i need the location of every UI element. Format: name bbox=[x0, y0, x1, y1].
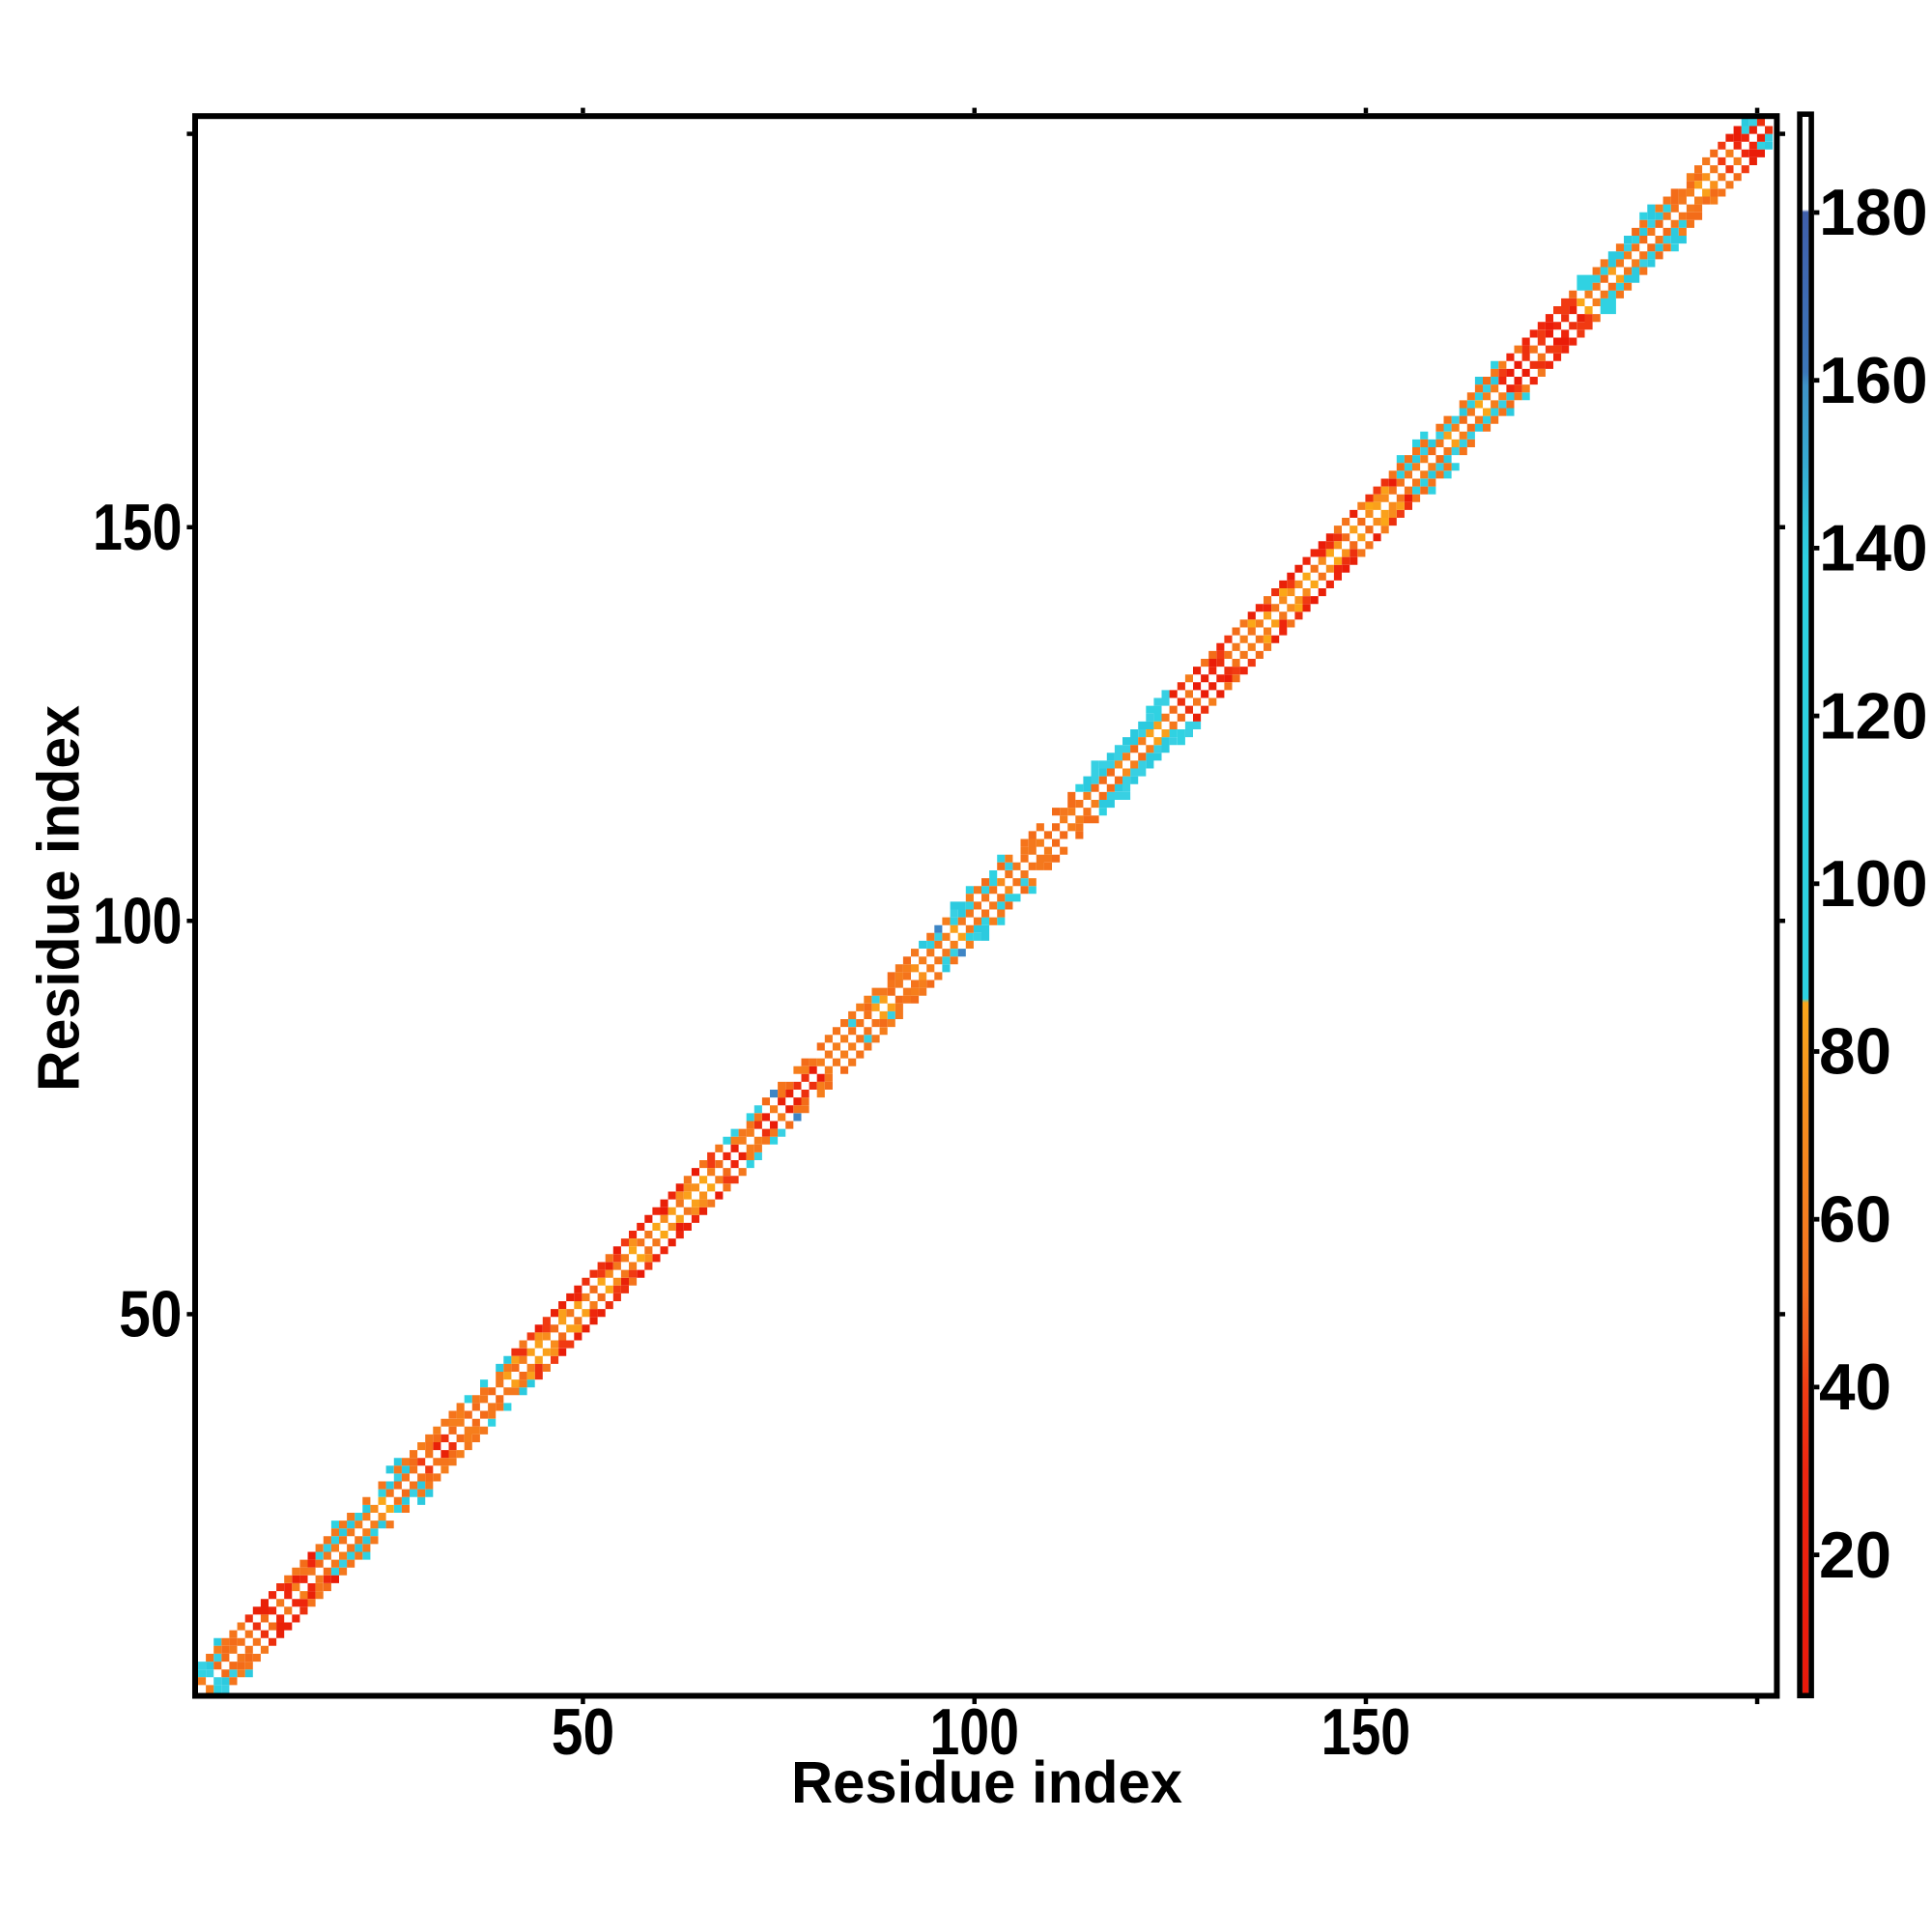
svg-text:150: 150 bbox=[1321, 1696, 1411, 1769]
svg-text:60: 60 bbox=[1819, 1183, 1891, 1256]
svg-text:50: 50 bbox=[552, 1696, 614, 1769]
svg-text:180: 180 bbox=[1819, 177, 1928, 249]
svg-text:150: 150 bbox=[93, 492, 183, 564]
svg-text:40: 40 bbox=[1819, 1351, 1891, 1424]
svg-text:100: 100 bbox=[93, 886, 183, 958]
svg-text:80: 80 bbox=[1819, 1016, 1891, 1089]
svg-text:100: 100 bbox=[1819, 848, 1928, 921]
svg-text:120: 120 bbox=[1819, 680, 1928, 753]
svg-text:20: 20 bbox=[1819, 1520, 1891, 1592]
svg-text:140: 140 bbox=[1819, 513, 1928, 585]
svg-text:100: 100 bbox=[929, 1696, 1019, 1769]
svg-text:Residue index: Residue index bbox=[791, 1749, 1182, 1815]
svg-text:50: 50 bbox=[119, 1279, 182, 1351]
svg-text:160: 160 bbox=[1819, 345, 1928, 417]
svg-text:Residue index: Residue index bbox=[26, 705, 92, 1092]
